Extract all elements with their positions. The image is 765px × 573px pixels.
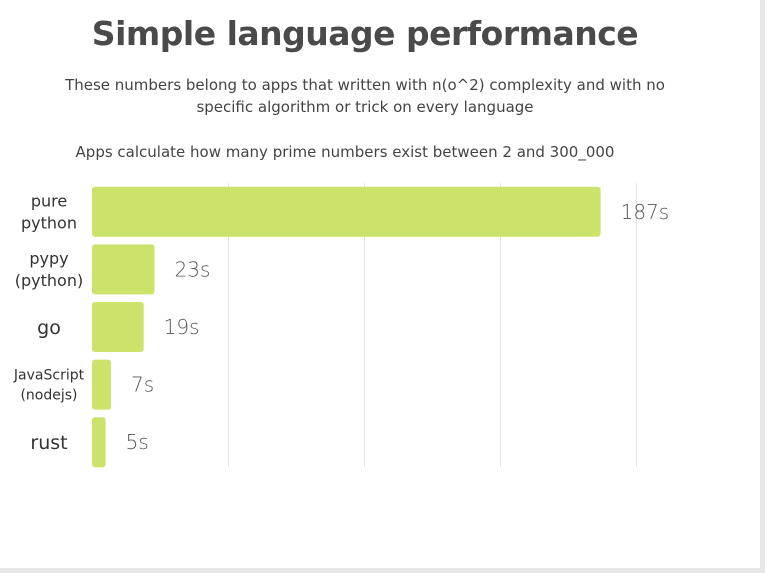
value-labels: 187s 23s 19s 7s 5s bbox=[126, 200, 670, 454]
category-label-line: (python) bbox=[15, 271, 83, 290]
bar bbox=[92, 244, 155, 295]
bar bbox=[92, 186, 601, 237]
value-label: 23s bbox=[175, 257, 211, 281]
subtitle-line-2: specific algorithm or trick on every lan… bbox=[196, 98, 534, 116]
bar bbox=[92, 302, 144, 352]
category-label: pypy (python) bbox=[15, 249, 83, 290]
category-label-line: rust bbox=[30, 432, 67, 454]
category-label-line: pypy bbox=[29, 249, 68, 268]
category-label-line: go bbox=[37, 317, 61, 339]
category-label: JavaScript (nodejs) bbox=[13, 368, 85, 404]
chart-title: Simple language performance bbox=[91, 14, 639, 53]
subtitle-line-1: These numbers belong to apps that writte… bbox=[65, 76, 665, 94]
category-label: pure python bbox=[21, 192, 77, 233]
value-label: 5s bbox=[126, 430, 149, 454]
category-label: go bbox=[37, 317, 61, 339]
bars bbox=[92, 186, 601, 468]
bar bbox=[92, 417, 106, 468]
category-label: rust bbox=[30, 432, 67, 454]
category-label-line: pure bbox=[31, 192, 67, 211]
category-label-line: python bbox=[21, 214, 77, 233]
bar bbox=[92, 359, 112, 410]
chart-subtitle: These numbers belong to apps that writte… bbox=[40, 74, 690, 118]
value-label: 187s bbox=[621, 200, 670, 224]
category-label-line: (nodejs) bbox=[20, 388, 77, 404]
value-label: 7s bbox=[131, 373, 154, 397]
value-label: 19s bbox=[164, 315, 200, 339]
category-labels: pure python pypy (python) go JavaScript (nodej… bbox=[13, 192, 85, 454]
chart-description: Apps calculate how many prime numbers ex… bbox=[75, 143, 615, 161]
category-label-line: JavaScript bbox=[13, 368, 85, 384]
